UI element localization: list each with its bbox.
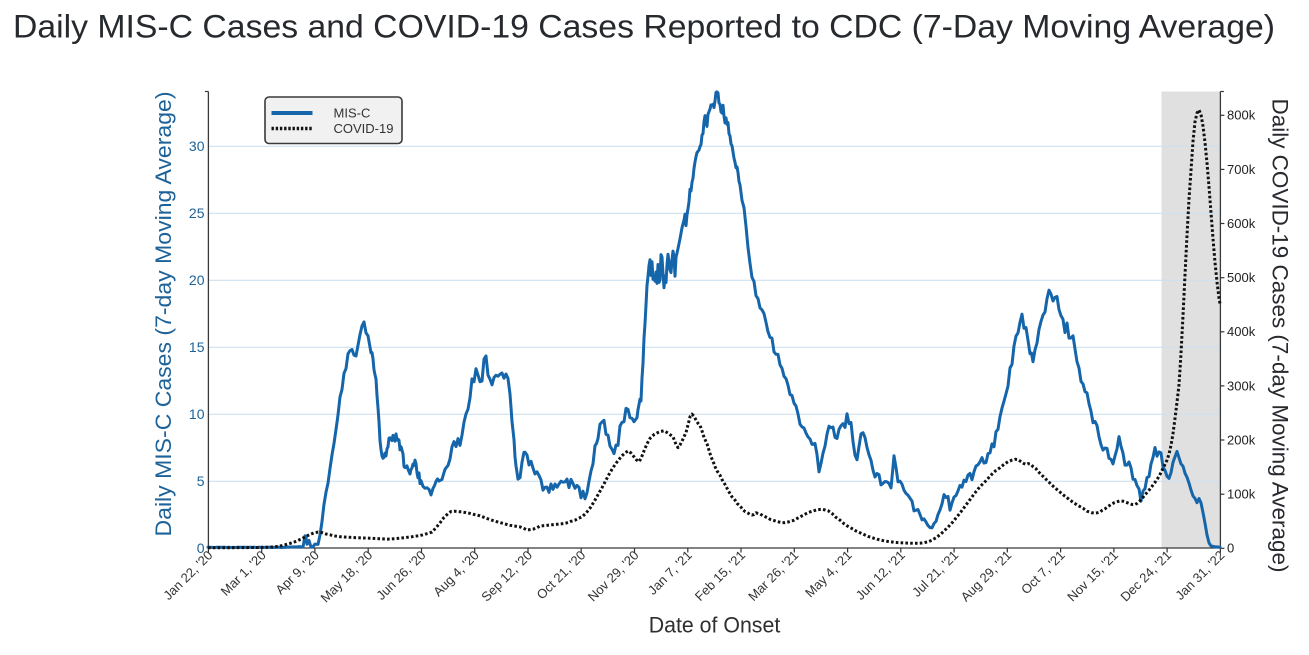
- svg-text:Date of Onset: Date of Onset: [649, 613, 781, 638]
- svg-text:200k: 200k: [1227, 432, 1256, 447]
- svg-text:0: 0: [197, 540, 205, 556]
- svg-text:0: 0: [1227, 541, 1234, 556]
- svg-text:800k: 800k: [1227, 108, 1256, 123]
- svg-text:500k: 500k: [1227, 270, 1256, 285]
- svg-text:100k: 100k: [1227, 487, 1256, 502]
- svg-text:Daily MIS-C Cases and COVID-19: Daily MIS-C Cases and COVID-19 Cases Rep…: [13, 9, 1275, 45]
- svg-text:700k: 700k: [1227, 162, 1256, 177]
- svg-text:COVID-19: COVID-19: [334, 121, 394, 136]
- svg-text:10: 10: [189, 406, 205, 422]
- svg-text:30: 30: [189, 138, 205, 154]
- svg-text:300k: 300k: [1227, 378, 1256, 393]
- svg-text:20: 20: [189, 272, 205, 288]
- svg-text:MIS-C: MIS-C: [334, 105, 371, 120]
- svg-text:5: 5: [197, 473, 205, 489]
- svg-text:600k: 600k: [1227, 216, 1256, 231]
- svg-text:25: 25: [189, 205, 205, 221]
- svg-text:Daily MIS-C Cases (7-day Movin: Daily MIS-C Cases (7-day Moving Average): [151, 92, 176, 537]
- svg-text:Daily COVID-19 Cases (7-day Mo: Daily COVID-19 Cases (7-day Moving Avera…: [1267, 98, 1292, 572]
- svg-text:15: 15: [189, 339, 205, 355]
- svg-text:400k: 400k: [1227, 324, 1256, 339]
